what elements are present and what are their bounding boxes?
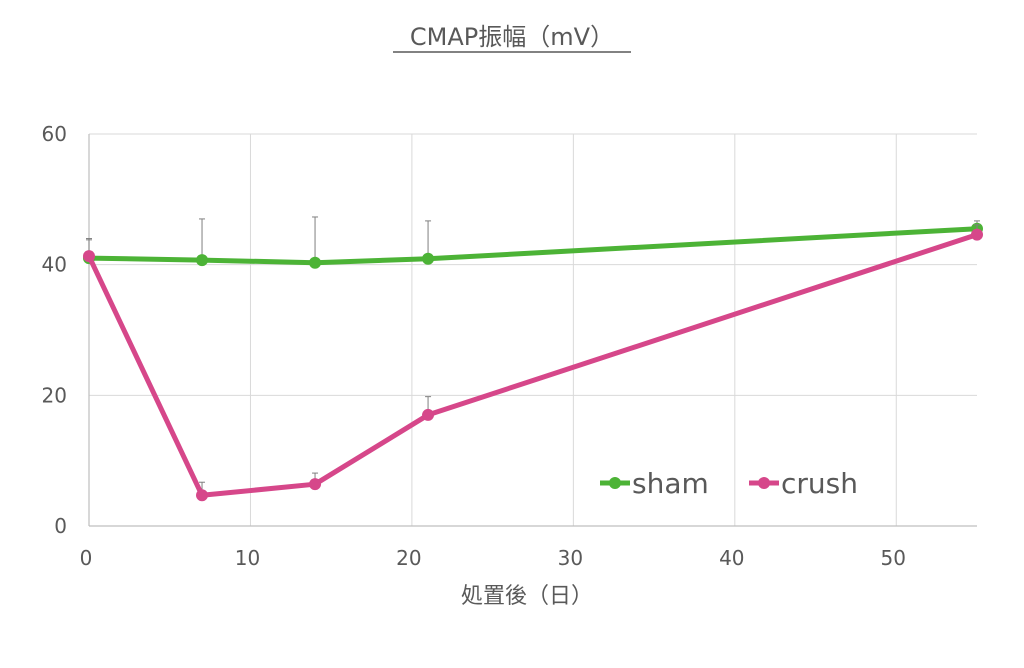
data-point-sham	[196, 254, 209, 267]
series-line-sham	[86, 226, 980, 266]
legend-item-crush: crush	[749, 467, 858, 500]
data-point-crush	[422, 408, 435, 421]
data-point-crush	[83, 250, 95, 263]
y-tick-label: 60	[42, 122, 67, 146]
y-tick-label: 0	[54, 514, 67, 538]
chart-title: CMAP振幅（mV）	[410, 23, 614, 51]
y-tick-label: 20	[42, 383, 67, 407]
series-line-crush	[86, 232, 980, 498]
data-point-sham	[309, 256, 322, 269]
data-point-sham	[422, 252, 435, 265]
series-layer	[83, 216, 983, 502]
legend-label: crush	[781, 467, 858, 500]
x-tick-label: 10	[235, 546, 260, 570]
series-sham	[83, 216, 983, 269]
legend-swatch-marker	[758, 477, 770, 489]
x-tick-label: 50	[881, 546, 906, 570]
series-crush	[83, 224, 983, 502]
data-point-crush	[971, 228, 983, 241]
data-point-crush	[196, 489, 209, 502]
y-tick-label: 40	[42, 253, 67, 277]
x-tick-label: 0	[80, 546, 93, 570]
x-tick-label: 40	[719, 546, 744, 570]
legend: sham crush	[600, 467, 858, 500]
axes	[88, 134, 977, 527]
x-axis-label: 処置後（日）	[461, 584, 593, 609]
grid-lines	[89, 133, 977, 526]
data-point-crush	[309, 478, 322, 491]
x-tick-label: 30	[558, 546, 583, 570]
tick-labels: 0 20 40 60 0 10 20 30 40 50	[42, 122, 906, 570]
legend-label: sham	[632, 467, 709, 500]
legend-swatch-marker	[609, 477, 621, 489]
x-tick-label: 20	[396, 546, 421, 570]
legend-item-sham: sham	[600, 467, 709, 500]
